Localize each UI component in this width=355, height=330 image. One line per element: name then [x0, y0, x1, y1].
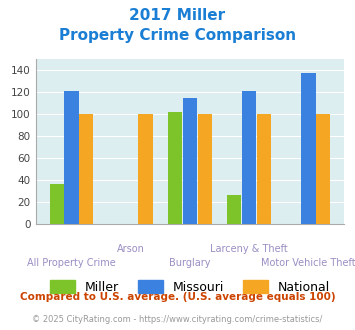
- Text: 2017 Miller: 2017 Miller: [130, 8, 225, 23]
- Bar: [138, 115, 153, 224]
- Bar: [242, 91, 256, 224]
- Bar: [198, 115, 212, 224]
- Text: Motor Vehicle Theft: Motor Vehicle Theft: [261, 258, 355, 268]
- Bar: [183, 98, 197, 224]
- Bar: [227, 195, 241, 224]
- Legend: Miller, Missouri, National: Miller, Missouri, National: [50, 280, 330, 294]
- Bar: [79, 115, 93, 224]
- Text: Burglary: Burglary: [169, 258, 211, 268]
- Bar: [64, 91, 78, 224]
- Bar: [50, 184, 64, 224]
- Bar: [316, 115, 330, 224]
- Text: All Property Crime: All Property Crime: [27, 258, 116, 268]
- Text: Compared to U.S. average. (U.S. average equals 100): Compared to U.S. average. (U.S. average …: [20, 292, 335, 302]
- Text: © 2025 CityRating.com - https://www.cityrating.com/crime-statistics/: © 2025 CityRating.com - https://www.city…: [32, 315, 323, 324]
- Text: Property Crime Comparison: Property Crime Comparison: [59, 28, 296, 43]
- Text: Arson: Arson: [117, 244, 144, 254]
- Bar: [168, 112, 182, 224]
- Bar: [257, 115, 271, 224]
- Text: Larceny & Theft: Larceny & Theft: [210, 244, 288, 254]
- Bar: [301, 73, 316, 224]
